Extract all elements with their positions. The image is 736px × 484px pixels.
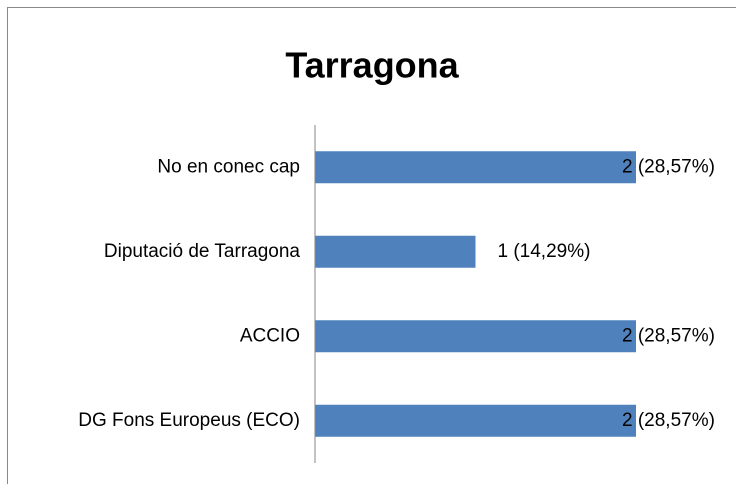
data-label: 1 (14,29%)	[498, 241, 591, 262]
y-tick-label: DG Fons Europeus (ECO)	[78, 410, 300, 431]
data-label: 2 (28,57%)	[622, 156, 715, 177]
chart-title: Tarragona	[285, 45, 459, 86]
bar	[315, 404, 636, 437]
y-tick-label: ACCIO	[240, 325, 300, 346]
y-tick-label: No en conec cap	[157, 156, 300, 177]
data-label: 2 (28,57%)	[622, 325, 715, 346]
y-tick-label: Diputació de Tarragona	[104, 241, 301, 262]
bar	[315, 235, 476, 268]
bar	[315, 320, 636, 353]
bar	[315, 151, 636, 184]
data-label: 2 (28,57%)	[622, 410, 715, 431]
